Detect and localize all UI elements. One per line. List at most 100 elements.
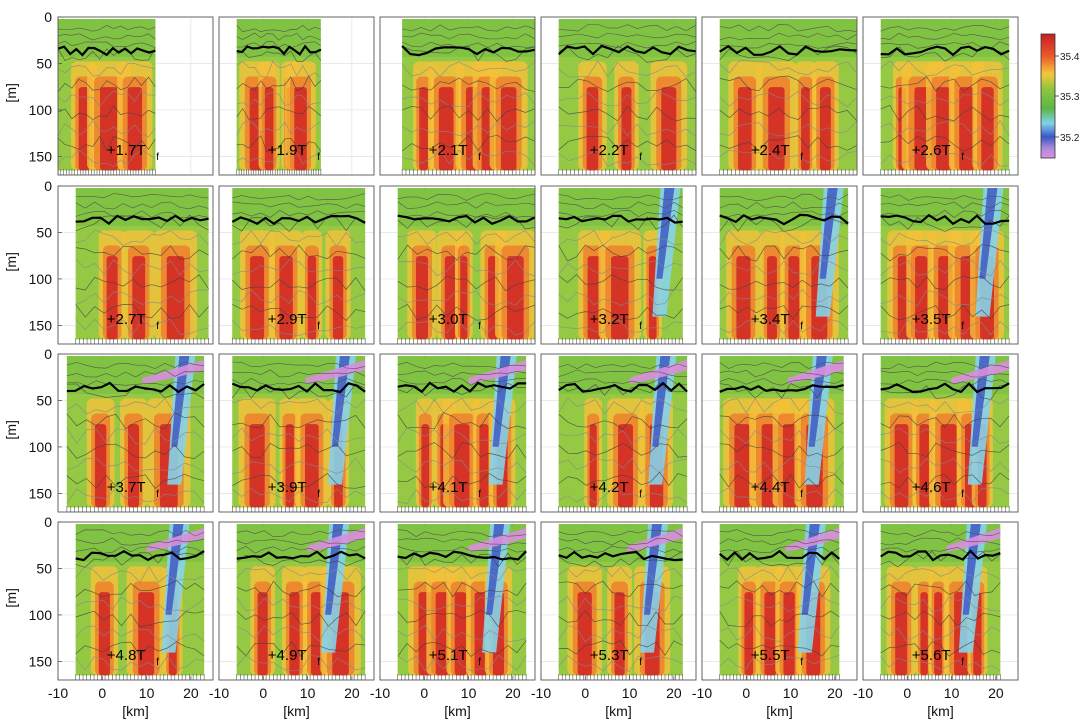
isoline (880, 580, 1001, 597)
isoline (75, 596, 205, 613)
isoline (75, 304, 209, 320)
isoline (558, 229, 683, 247)
salinity-field (127, 87, 143, 171)
isoline (719, 90, 857, 108)
isoline (58, 135, 156, 152)
panel-label-subscript: f (800, 321, 803, 332)
salinity-field (435, 592, 449, 676)
salinity-field (959, 87, 974, 171)
panel-frame (57, 353, 214, 513)
isoline (397, 427, 527, 444)
isoline (397, 397, 527, 415)
isoline (232, 230, 366, 248)
panel: +2.2T f (540, 16, 697, 176)
isoline (75, 537, 205, 546)
salinity-field (804, 356, 833, 485)
isoline (558, 457, 688, 475)
panel-label: +5.5T (751, 647, 790, 664)
mixed-layer-line (880, 549, 1001, 562)
isoline (719, 277, 849, 290)
isoline (880, 91, 1010, 106)
x-axis-label: [km] (927, 703, 953, 719)
salinity-field (146, 528, 205, 552)
panel: +3.2T f (540, 185, 697, 345)
isoline (880, 134, 1010, 152)
panel-label-subscript: f (800, 152, 803, 163)
panel-label-subscript: f (639, 489, 642, 500)
isoline (397, 370, 527, 377)
isoline (558, 654, 683, 673)
mixed-layer-line (75, 550, 205, 562)
isoline (58, 104, 156, 120)
salinity-field (161, 524, 190, 653)
isoline (880, 640, 1001, 657)
panel: +2.9T f (218, 185, 375, 345)
isoline (719, 487, 844, 502)
isoline (397, 537, 527, 546)
isoline (397, 201, 535, 209)
panel: +4.2T f (540, 353, 697, 513)
salinity-field (479, 424, 489, 508)
isoline (232, 383, 366, 400)
panel-label-subscript: f (961, 152, 964, 163)
panel-frame (57, 16, 214, 176)
x-axis-label: [km] (605, 703, 631, 719)
salinity-field (894, 424, 909, 508)
salinity-field (132, 256, 146, 340)
isoline (558, 363, 688, 370)
isoline (236, 529, 366, 538)
colorbar-tick-label: 35.2 (1060, 133, 1080, 144)
salinity-field (656, 188, 675, 279)
salinity-field (962, 524, 981, 615)
isoline (880, 229, 1010, 247)
isoline (558, 471, 688, 487)
isoline (880, 361, 1010, 369)
salinity-field (327, 356, 356, 485)
isoline (558, 545, 683, 554)
isoline (232, 457, 366, 474)
isoline (719, 580, 840, 598)
isoline (558, 378, 688, 386)
panel-label: +4.1T (429, 479, 468, 496)
mixed-layer-line (558, 381, 688, 393)
isoline (75, 229, 209, 246)
x-tick-label: 10 (461, 685, 477, 701)
colorbar: 35.4 35.3 35.2 (1040, 33, 1080, 159)
panel-frame (57, 521, 214, 681)
x-tick-label: 10 (783, 685, 799, 701)
panel: +1.7T f 0 50 100 150 [m] (3, 9, 214, 176)
panel-frame (540, 521, 697, 681)
isoline (397, 458, 527, 475)
salinity-field (936, 87, 951, 171)
isoline (558, 77, 696, 93)
isoline (66, 397, 205, 415)
mixed-layer-line (58, 45, 156, 57)
isoline (236, 538, 366, 546)
panel-frame (701, 185, 858, 345)
mixed-layer-line (66, 381, 205, 394)
mixed-layer-line (558, 550, 683, 562)
y-tick-label: 0 (44, 9, 52, 25)
isoline (558, 640, 683, 656)
y-tick-label: 100 (29, 271, 53, 287)
salinity-field (785, 528, 840, 552)
x-tick-label: 20 (344, 685, 360, 701)
isoline (397, 624, 527, 643)
isoline (66, 412, 205, 430)
isoline (558, 625, 683, 643)
isoline (719, 428, 844, 445)
isoline (66, 369, 205, 378)
isoline (719, 397, 844, 415)
isoline (397, 546, 527, 553)
panel-label-subscript: f (961, 657, 964, 668)
y-tick-label: 50 (36, 392, 52, 408)
isoline (236, 655, 366, 672)
y-tick-label: 100 (29, 102, 53, 118)
isoline (719, 305, 849, 320)
salinity-field (332, 256, 344, 340)
y-tick-label: 150 (29, 653, 53, 669)
isoline (719, 369, 844, 378)
isoline (232, 201, 366, 209)
x-tick-label: 20 (183, 685, 199, 701)
isoline (558, 550, 683, 568)
